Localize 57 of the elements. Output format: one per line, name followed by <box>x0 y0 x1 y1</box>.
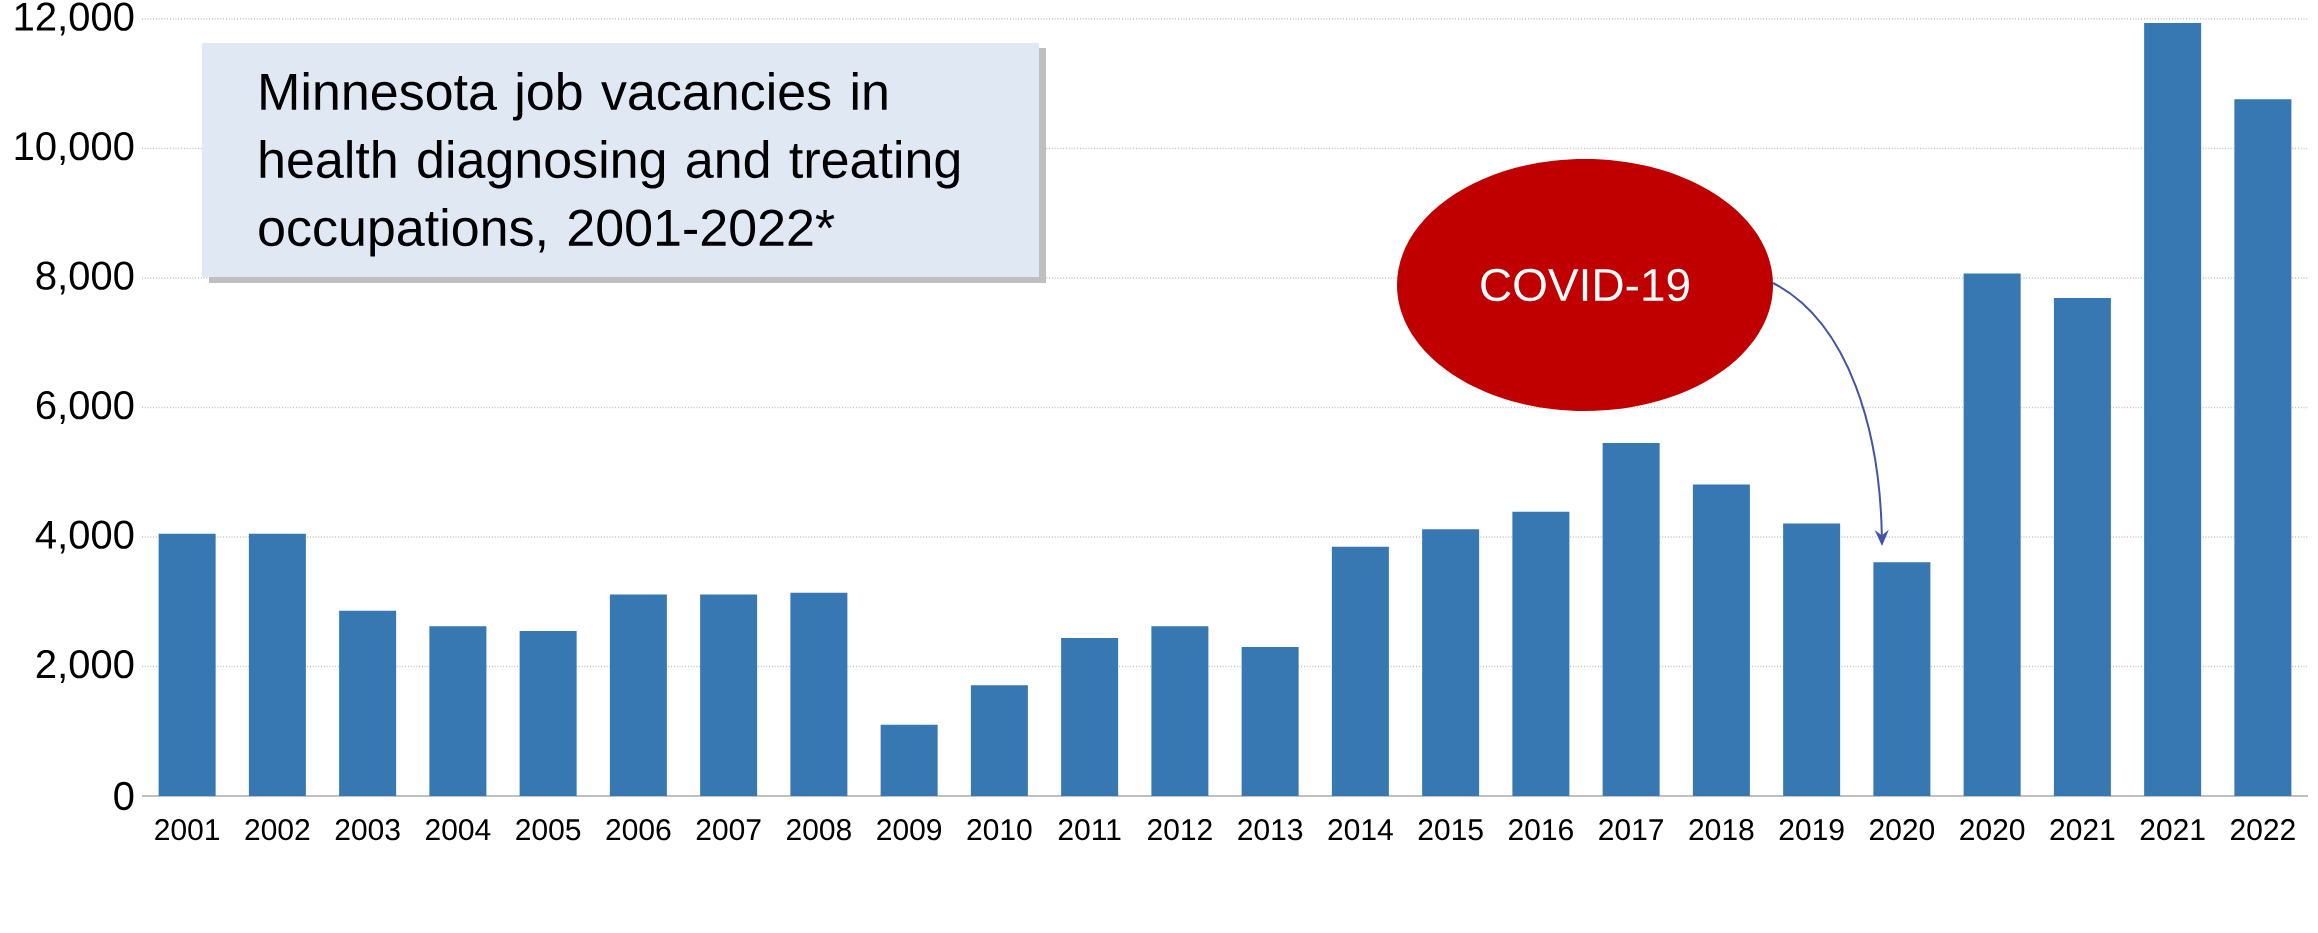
x-tick-label: 2021 <box>2050 819 2115 841</box>
y-tick-label: 10,000 <box>15 131 134 166</box>
x-tick-label: 2005 <box>516 819 581 841</box>
x-tick-label: 2022 <box>2231 819 2295 841</box>
y-tick-label: 12,000 <box>15 2 134 36</box>
bar <box>790 592 848 796</box>
x-tick-label: 2007 <box>696 819 761 841</box>
y-tick-label: 6,000 <box>36 390 134 425</box>
x-tick-label: 2018 <box>1689 819 1754 841</box>
x-tick-label: 2002 <box>245 819 310 841</box>
bar <box>1512 511 1570 796</box>
bar <box>158 533 216 796</box>
x-tick-label: 2009 <box>877 819 942 841</box>
bar <box>1602 443 1660 796</box>
annotation: COVID-19 <box>1481 268 1689 302</box>
bar <box>970 685 1028 796</box>
x-tick-label: 2017 <box>1599 819 1663 841</box>
x-tick-label: 2006 <box>606 819 671 841</box>
bar <box>1422 529 1480 796</box>
y-tick-label: 2,000 <box>36 649 134 684</box>
bar <box>1241 647 1299 796</box>
bar <box>609 594 667 796</box>
y-tick-label: 8,000 <box>36 261 134 295</box>
bar <box>880 724 938 796</box>
x-tick-label: 2013 <box>1238 819 1303 841</box>
x-tick-label: 2004 <box>426 819 491 841</box>
x-tick-label: 2015 <box>1418 819 1483 841</box>
bar <box>519 630 577 796</box>
x-tick-label: 2001 <box>155 819 220 841</box>
bar <box>2053 298 2111 796</box>
x-tick-label: 2011 <box>1058 819 1121 841</box>
text: Minnesota job vacancies in health diagnosing and treating occupations, 2001-2022* <box>259 72 959 257</box>
x-tick-label: 2020 <box>1960 819 2025 841</box>
bar <box>1963 273 2021 796</box>
bar <box>339 610 397 796</box>
y-tick-label: 4,000 <box>35 520 134 554</box>
bar <box>1061 638 1119 796</box>
x-tick-label: 2016 <box>1509 819 1573 841</box>
x-tick-label: 2014 <box>1328 819 1393 841</box>
bar <box>429 626 487 796</box>
bar <box>1783 523 1841 796</box>
bar <box>248 533 306 796</box>
x-tick-label: 2019 <box>1779 819 1844 841</box>
bar <box>1151 626 1209 796</box>
x-tick-label: 2008 <box>787 819 851 841</box>
x-tick-label: 2003 <box>335 819 400 841</box>
bar <box>2234 99 2292 796</box>
bar <box>2144 22 2202 796</box>
bar <box>700 594 758 796</box>
x-tick-label: 2021 <box>2140 819 2205 841</box>
y-tick-label: 0 <box>114 781 134 811</box>
x-tick-label: 2012 <box>1148 819 1212 841</box>
x-tick-label: 2010 <box>967 819 1032 841</box>
bar <box>1331 546 1389 796</box>
bar <box>1692 484 1750 796</box>
bar <box>1873 562 1931 796</box>
x-tick-label: 2020 <box>1870 819 1935 841</box>
